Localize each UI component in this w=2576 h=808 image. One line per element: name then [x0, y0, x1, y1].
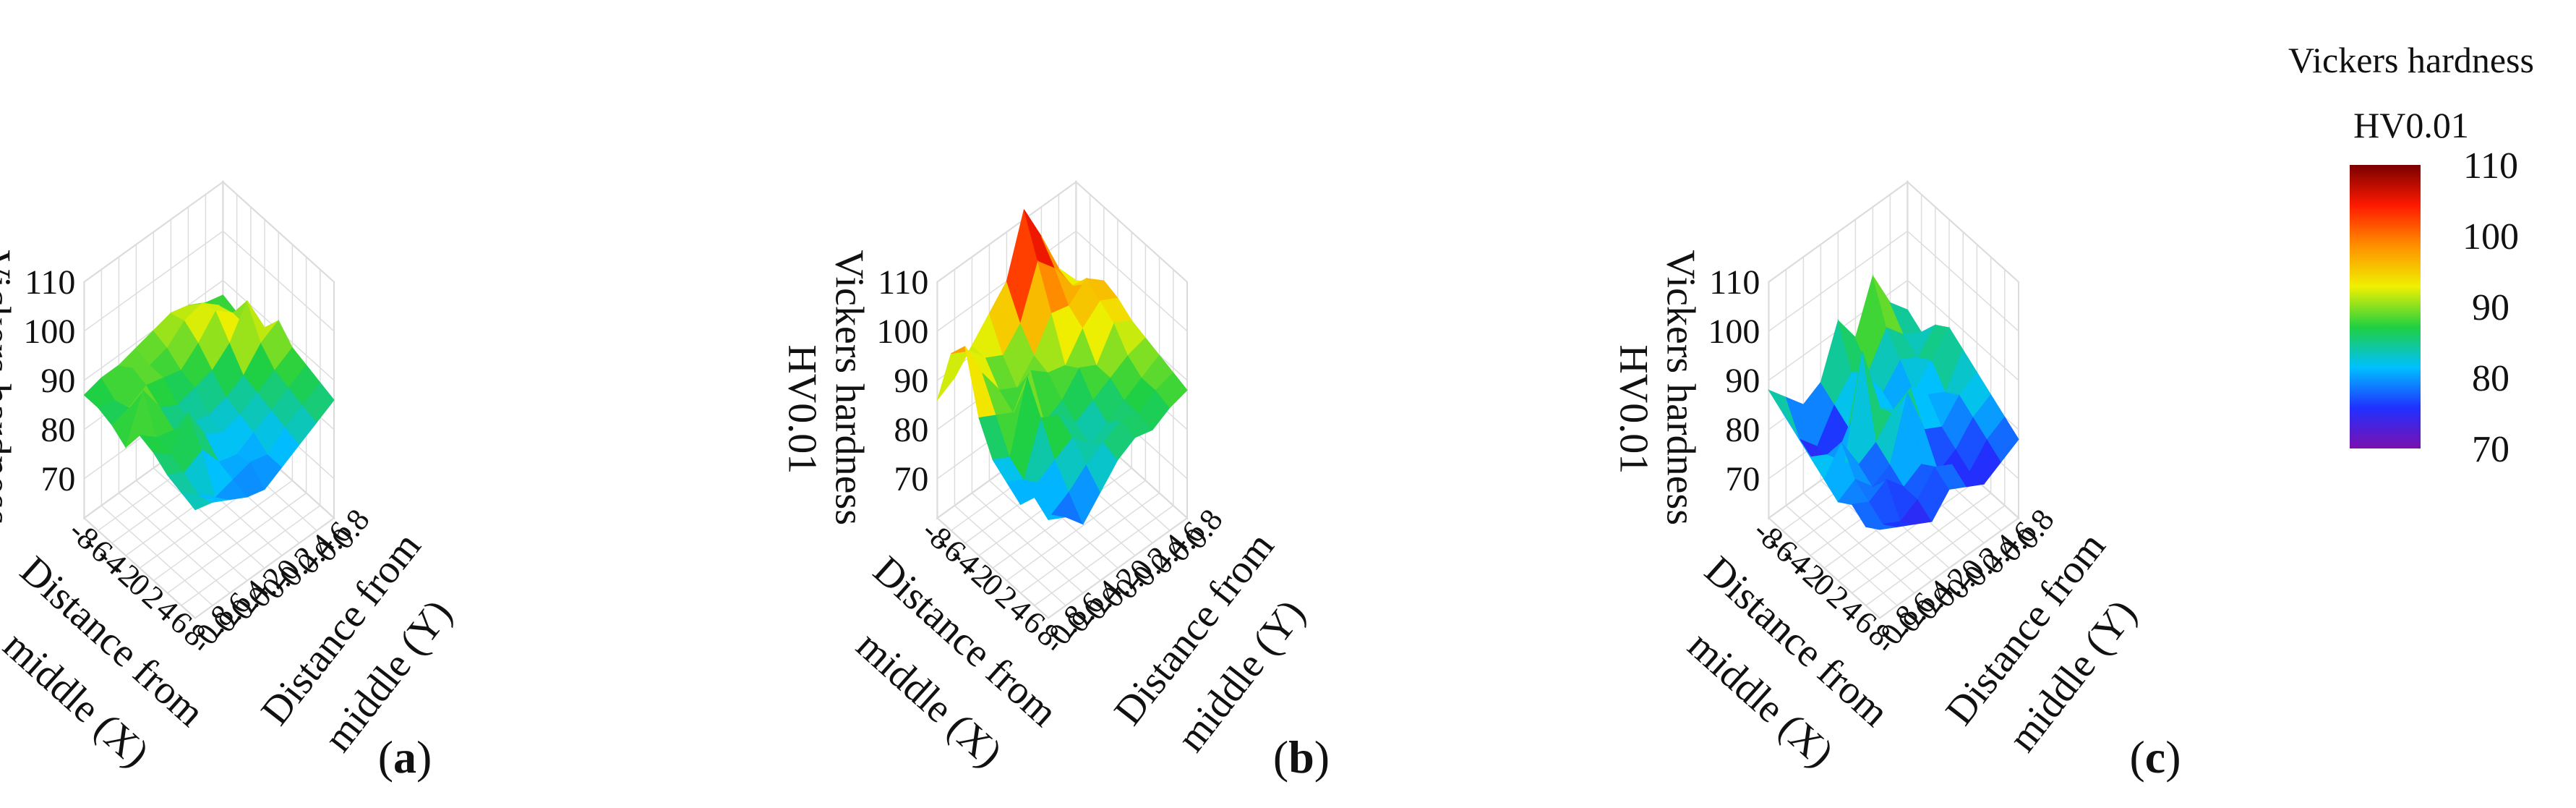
colorbar: Vickers hardness HV0.01 110 100 90 80 70 — [2288, 40, 2534, 470]
caption-a-open: ( — [378, 731, 393, 783]
colorbar-gradient — [2350, 165, 2421, 448]
surface-cell — [1155, 372, 1188, 409]
caption-a-label: a — [393, 731, 416, 783]
z-tick-label: 70 — [894, 460, 928, 498]
grid-line — [83, 181, 223, 283]
z-tick-label: 90 — [1725, 362, 1760, 400]
z-tick-label: 70 — [40, 460, 75, 498]
grid-line — [153, 480, 293, 582]
grid-line — [1907, 279, 2019, 381]
colorbar-title-line2: HV0.01 — [2353, 105, 2469, 145]
colorbar-tick-label: 100 — [2462, 216, 2519, 258]
grid-line — [1852, 492, 1992, 594]
caption-b-close: ) — [1314, 731, 1330, 783]
z-tick-label: 110 — [1709, 263, 1760, 302]
grid-line — [1837, 480, 1977, 582]
grid-line — [1865, 505, 2006, 606]
grid-line — [1907, 181, 2019, 283]
grid-line — [1768, 230, 1908, 332]
svg-text:(a): (a) — [378, 731, 432, 783]
grid-line — [194, 517, 335, 619]
colorbar-ticks: 110 100 90 80 70 — [2462, 145, 2519, 470]
z-tick-label: 80 — [40, 411, 75, 449]
grid-line — [1768, 181, 1908, 283]
colorbar-tick-label: 90 — [2472, 287, 2509, 328]
z-axis-title-line1: Vickers hardness — [826, 250, 871, 525]
caption-c-open: ( — [2129, 731, 2144, 783]
caption-c-close: ) — [2165, 731, 2181, 783]
colorbar-tick-label: 110 — [2463, 145, 2518, 187]
svg-text:(c): (c) — [2129, 731, 2181, 783]
grid-line — [1020, 492, 1160, 594]
surface-cell — [302, 382, 335, 423]
grid-line — [222, 181, 335, 283]
z-tick-label: 80 — [1725, 411, 1760, 449]
grid-line — [1075, 230, 1188, 332]
z-tick-label: 80 — [894, 411, 928, 449]
z-tick-label: 90 — [894, 362, 928, 400]
grid-line — [181, 505, 321, 606]
caption-c-label: c — [2145, 731, 2165, 783]
grid-line — [936, 181, 1077, 283]
grid-line — [1907, 230, 2019, 332]
z-axis-title-line2: HV0.01 — [779, 344, 824, 474]
z-axis-title-line2: HV0.01 — [1611, 344, 1656, 474]
grid-line — [167, 492, 307, 594]
grid-line — [153, 467, 265, 569]
z-tick-label: 100 — [876, 312, 928, 351]
surface-cell — [1987, 416, 2019, 463]
grid-line — [1048, 517, 1188, 619]
caption-b-open: ( — [1273, 731, 1288, 783]
colorbar-tick-label: 70 — [2472, 429, 2509, 470]
caption-b-label: b — [1288, 731, 1314, 783]
grid-line — [1075, 181, 1188, 283]
z-tick-label: 110 — [25, 263, 75, 302]
grid-line — [222, 230, 335, 332]
z-axis-title-line1: Vickers hardness — [1658, 250, 1703, 525]
z-tick-label: 90 — [40, 362, 75, 400]
svg-text:(b): (b) — [1273, 731, 1330, 783]
caption-a-close: ) — [416, 731, 432, 783]
colorbar-title-line1: Vickers hardness — [2288, 40, 2534, 80]
z-tick-label: 110 — [878, 263, 928, 302]
grid-line — [1034, 505, 1174, 606]
caption-c: (c) — [2129, 731, 2181, 783]
grid-line — [83, 230, 223, 332]
z-tick-label: 100 — [1708, 312, 1760, 351]
grid-line — [1006, 480, 1146, 582]
z-axis-title-line1: Vickers hardness — [0, 250, 18, 525]
grid-line — [1879, 517, 2019, 619]
z-tick-label: 100 — [23, 312, 75, 351]
caption-a: (a) — [378, 731, 432, 783]
z-tick-label: 70 — [1725, 460, 1760, 498]
colorbar-tick-label: 80 — [2472, 358, 2509, 399]
caption-b: (b) — [1273, 731, 1330, 783]
